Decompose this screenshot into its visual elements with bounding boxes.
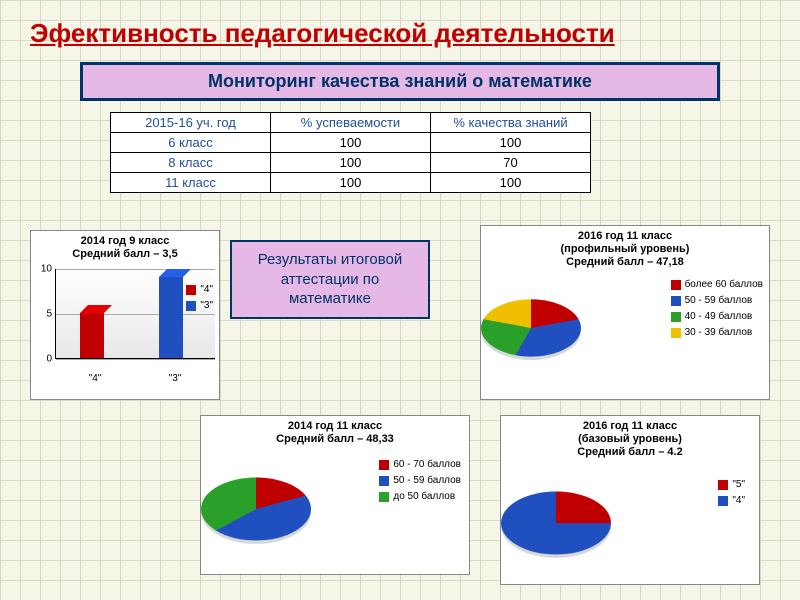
chart-title: 2014 год 9 класс Средний балл – 3,5	[31, 231, 219, 265]
pie-legend: "5""4"	[718, 476, 745, 510]
callout-box: Результаты итоговой аттестации по матема…	[230, 240, 430, 319]
cell: 8 класс	[111, 153, 271, 173]
quality-table: 2015-16 уч. год % успеваемости % качеств…	[110, 112, 591, 193]
table-header: % успеваемости	[271, 113, 431, 133]
cell: 6 класс	[111, 133, 271, 153]
bar-legend: "4""3"	[186, 281, 213, 315]
table-header: % качества знаний	[431, 113, 591, 133]
pie	[201, 478, 311, 541]
pie	[481, 299, 581, 356]
bar-chart-2014-9: 2014 год 9 класс Средний балл – 3,5 0510…	[30, 230, 220, 400]
cell: 11 класс	[111, 173, 271, 193]
cell: 100	[271, 153, 431, 173]
table-header: 2015-16 уч. год	[111, 113, 271, 133]
bar-x-labels: "4" "3"	[31, 373, 219, 388]
page-title: Эфективность педагогической деятельности	[30, 18, 615, 49]
pie-legend: более 60 баллов50 - 59 баллов40 - 49 бал…	[671, 276, 763, 342]
pie-chart-2014-11: 2014 год 11 класс Средний балл – 48,33 6…	[200, 415, 470, 575]
cell: 100	[431, 133, 591, 153]
table-row: 11 класс 100 100	[111, 173, 591, 193]
chart-title: 2016 год 11 класс (базовый уровень) Сред…	[501, 416, 759, 464]
pie-chart-2016-11-profile: 2016 год 11 класс (профильный уровень) С…	[480, 225, 770, 400]
cell: 100	[271, 173, 431, 193]
pie-legend: 60 - 70 баллов50 - 59 балловдо 50 баллов	[379, 456, 461, 506]
pie-chart-2016-11-base: 2016 год 11 класс (базовый уровень) Сред…	[500, 415, 760, 585]
subtitle-box: Мониторинг качества знаний о математике	[80, 62, 720, 101]
table-row: 8 класс 100 70	[111, 153, 591, 173]
table-row: 6 класс 100 100	[111, 133, 591, 153]
chart-title: 2014 год 11 класс Средний балл – 48,33	[201, 416, 469, 450]
cell: 100	[271, 133, 431, 153]
cell: 70	[431, 153, 591, 173]
pie	[501, 491, 611, 554]
chart-title: 2016 год 11 класс (профильный уровень) С…	[481, 226, 769, 274]
cell: 100	[431, 173, 591, 193]
